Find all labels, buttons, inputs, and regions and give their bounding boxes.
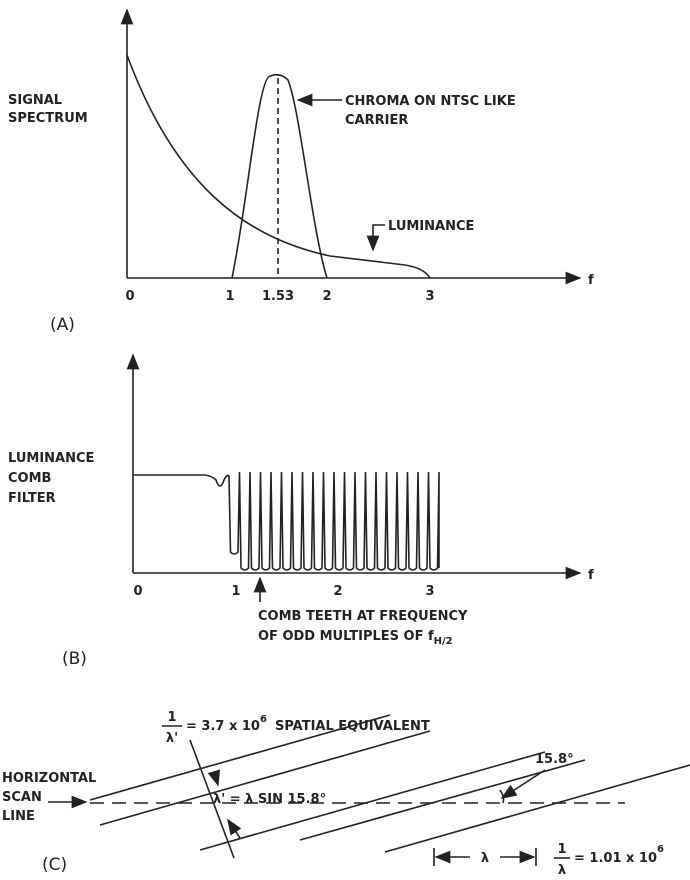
- tick-label: 2: [333, 584, 342, 599]
- lambda: λ: [481, 851, 489, 866]
- stripe: [99, 730, 431, 826]
- tick-label: 0: [125, 289, 134, 304]
- y-label: LUMINANCE: [8, 451, 94, 466]
- y-label: COMB: [8, 471, 51, 486]
- y-label: SIGNAL: [8, 93, 62, 108]
- scan-label: HORIZONTAL: [2, 771, 96, 786]
- arrow: [227, 818, 242, 839]
- panel-a: SIGNAL SPECTRUM f 0 1 1.53 2 3 CHROMA ON…: [8, 8, 594, 335]
- fraction-num: 1: [167, 710, 176, 725]
- chroma-curve: [231, 73, 328, 279]
- panel-c: 1 λ' = 3.7 x 106 SPATIAL EQUIVALENT HORIZ…: [2, 710, 690, 878]
- x-label: f: [588, 568, 594, 583]
- note: COMB TEETH AT FREQUENCY: [258, 609, 468, 624]
- caption: (B): [62, 649, 87, 669]
- tick-label: 1: [225, 289, 234, 304]
- stripe: [89, 714, 391, 801]
- y-label: FILTER: [8, 491, 56, 506]
- stripe: [199, 751, 546, 851]
- fraction-den: λ: [558, 863, 566, 878]
- chroma-label: CHROMA ON NTSC LIKE: [345, 94, 516, 109]
- arrow: [207, 769, 220, 787]
- fraction-den: λ': [166, 731, 178, 746]
- tick-label: 1.53: [262, 289, 294, 304]
- stripe: [299, 759, 586, 841]
- luminance-label: LUMINANCE: [388, 219, 474, 234]
- angle-label: 15.8°: [535, 752, 574, 767]
- chroma-label: CARRIER: [345, 113, 408, 128]
- angle-arc: [499, 789, 505, 804]
- tick-label: 3: [425, 584, 434, 599]
- caption: (A): [50, 315, 75, 335]
- y-label: SPECTRUM: [8, 111, 88, 126]
- caption: (C): [42, 855, 67, 875]
- tick-label: 1: [231, 584, 240, 599]
- arrow: [500, 769, 546, 799]
- comb-response: [133, 471, 440, 571]
- freq-value: = 1.01 x 106: [574, 844, 664, 866]
- arrow: [366, 224, 385, 252]
- formula: λ' = λ SIN 15.8°: [213, 792, 326, 807]
- stripe: [384, 764, 690, 853]
- tick-label: 0: [133, 584, 142, 599]
- scan-label: SCAN: [2, 790, 42, 805]
- normal: [189, 739, 235, 859]
- panel-b: LUMINANCE COMB FILTER f 0 1 2 3 COMB TEE…: [8, 353, 594, 669]
- tick-label: 3: [425, 289, 434, 304]
- note: OF ODD MULTIPLES OF fH/2: [258, 629, 453, 647]
- tick-label: 2: [322, 289, 331, 304]
- scan-label: LINE: [2, 809, 35, 824]
- fraction-num: 1: [557, 842, 566, 857]
- spatial-value: = 3.7 x 106 SPATIAL EQUIVALENT: [186, 714, 430, 734]
- x-label: f: [588, 273, 594, 288]
- luminance-curve: [126, 54, 431, 279]
